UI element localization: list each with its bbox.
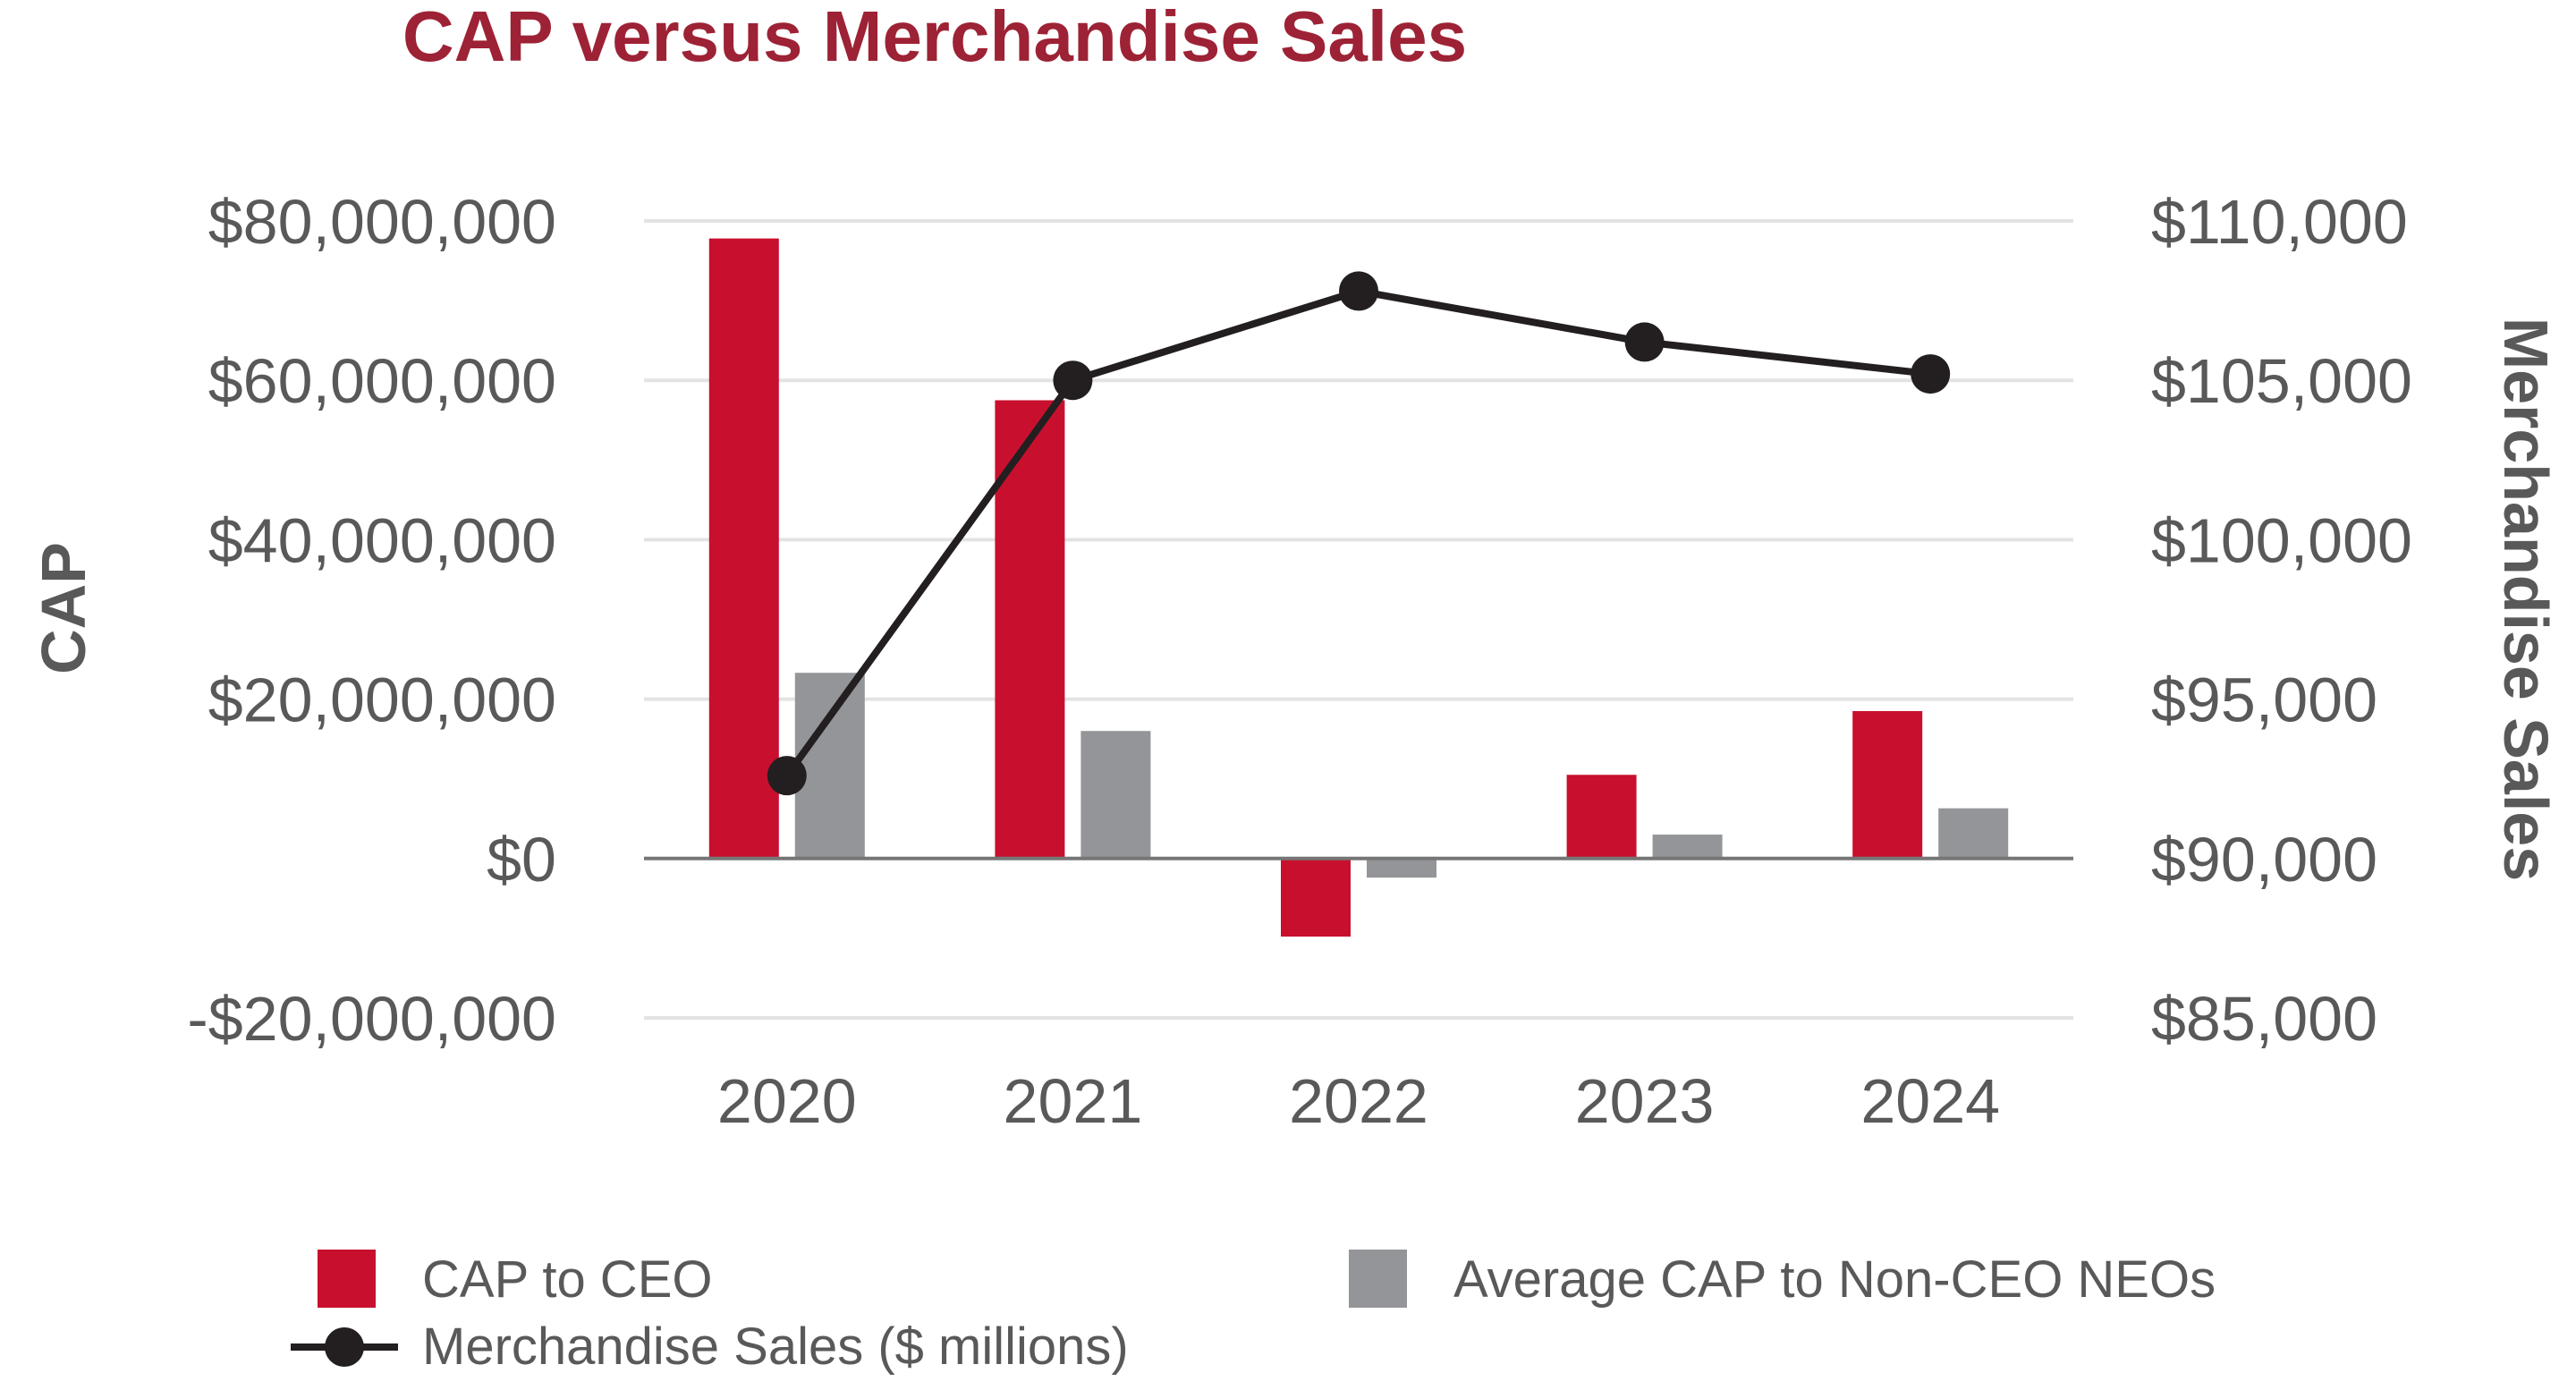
right-axis-ticks: $85,000 $90,000 $95,000 $100,000 $105,000 $11… <box>2151 187 2412 1054</box>
left-axis-title: CAP <box>29 542 98 674</box>
left-tick-label: $0 <box>487 825 556 894</box>
right-tick-label: $90,000 <box>2151 825 2377 894</box>
legend-label-merchandise-sales: Merchandise Sales ($ millions) <box>422 1318 1129 1376</box>
x-tick-label: 2021 <box>1004 1066 1143 1136</box>
bar-cap-to-ceo-2022 <box>1281 858 1351 937</box>
x-tick-label: 2022 <box>1289 1066 1428 1136</box>
right-tick-label: $100,000 <box>2151 505 2412 575</box>
bar-cap-to-ceo-2024 <box>1852 710 1923 859</box>
x-tick-label: 2020 <box>717 1066 857 1136</box>
legend-label-average-cap-non-ceo: Average CAP to Non-CEO NEOs <box>1453 1250 2216 1309</box>
point-merchandise-sales-millions-2022 <box>1339 271 1378 311</box>
bar-average-cap-to-non-ceo-neos-2021 <box>1080 731 1151 859</box>
legend: CAP to CEO Average CAP to Non-CEO NEOs M… <box>291 1250 2216 1376</box>
bar-average-cap-to-non-ceo-neos-2024 <box>1938 808 2009 859</box>
right-tick-label: $95,000 <box>2151 665 2377 735</box>
merchandise-sales-line <box>767 271 1951 796</box>
bars <box>708 238 2009 937</box>
left-tick-label: $80,000,000 <box>208 187 556 257</box>
left-tick-label: $20,000,000 <box>208 665 556 735</box>
right-tick-label: $110,000 <box>2151 187 2408 257</box>
x-axis-ticks: 2020 2021 2022 2023 2024 <box>717 1066 2000 1136</box>
right-tick-label: $85,000 <box>2151 984 2377 1054</box>
gridlines <box>644 219 2073 1020</box>
right-axis-title: Merchandise Sales <box>2491 318 2561 881</box>
point-merchandise-sales-millions-2023 <box>1624 322 1665 362</box>
point-merchandise-sales-millions-2021 <box>1053 360 1093 401</box>
bar-average-cap-to-non-ceo-neos-2022 <box>1367 858 1436 878</box>
legend-swatch-average-cap-non-ceo <box>1349 1250 1407 1308</box>
bar-average-cap-to-non-ceo-neos-2023 <box>1652 835 1723 859</box>
x-tick-label: 2024 <box>1860 1066 2000 1136</box>
right-tick-label: $105,000 <box>2151 346 2412 416</box>
left-tick-label: $60,000,000 <box>208 346 556 416</box>
bar-cap-to-ceo-2020 <box>708 238 779 859</box>
legend-label-cap-to-ceo: CAP to CEO <box>422 1250 713 1309</box>
point-merchandise-sales-millions-2020 <box>767 756 807 796</box>
x-tick-label: 2023 <box>1575 1066 1715 1136</box>
legend-swatch-cap-to-ceo <box>318 1250 376 1308</box>
left-axis-ticks: -$20,000,000 $0 $20,000,000 $40,000,000 $60,… <box>187 187 556 1054</box>
point-merchandise-sales-millions-2024 <box>1911 354 1951 394</box>
legend-marker-merchandise-sales <box>325 1327 364 1367</box>
line-merchandise-sales-millions <box>784 287 1931 778</box>
bar-cap-to-ceo-2023 <box>1566 775 1637 859</box>
left-tick-label: $40,000,000 <box>208 505 556 575</box>
left-tick-label: -$20,000,000 <box>187 984 556 1054</box>
bar-average-cap-to-non-ceo-neos-2020 <box>794 673 865 859</box>
chart-title: CAP versus Merchandise Sales <box>402 0 1467 76</box>
